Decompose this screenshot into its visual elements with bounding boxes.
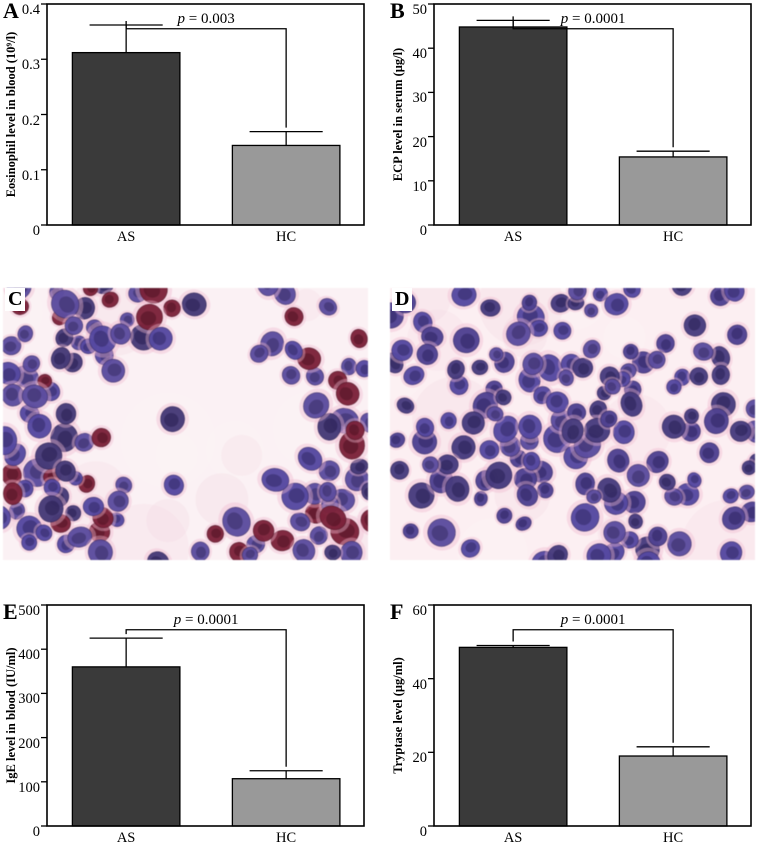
svg-text:p = 0.0001: p = 0.0001 (560, 11, 626, 27)
svg-text:p = 0.0001: p = 0.0001 (560, 612, 626, 628)
svg-text:p = 0.003: p = 0.003 (177, 11, 235, 27)
svg-text:p = 0.0001: p = 0.0001 (173, 612, 239, 628)
